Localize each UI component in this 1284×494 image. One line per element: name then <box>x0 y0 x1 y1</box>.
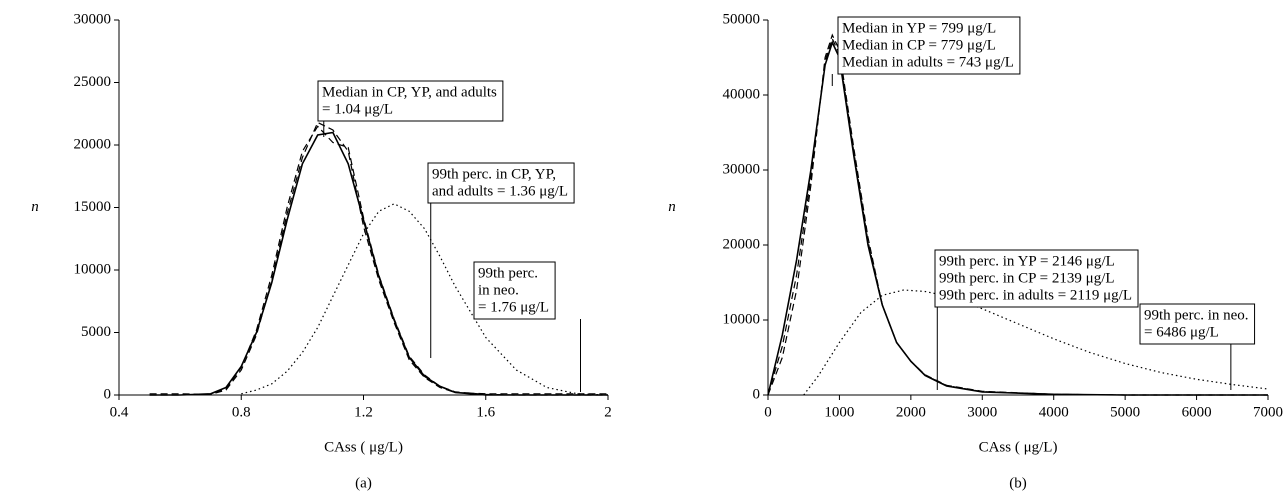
y-tick-label: 25000 <box>74 74 112 90</box>
x-tick-label: 0.4 <box>110 404 129 420</box>
x-axis-label: CAss ( μg/L) <box>324 439 403 455</box>
y-tick-label: 30000 <box>74 11 112 27</box>
caption: (b) <box>1009 475 1027 491</box>
series-line <box>149 125 608 396</box>
y-tick-label: 0 <box>753 386 761 402</box>
x-tick-label: 0.8 <box>232 404 251 420</box>
annotation-box <box>473 261 556 320</box>
annotation-text: Median in CP = 779 μg/L <box>842 37 996 53</box>
annotation-text: 99th perc. in CP = 2139 μg/L <box>939 270 1115 286</box>
y-axis-label: n <box>31 199 39 215</box>
x-tick-label: 5000 <box>1110 404 1140 420</box>
x-axis-label: CAss ( μg/L) <box>979 439 1058 455</box>
annotation-box <box>1139 303 1256 345</box>
annotation-text: = 1.04 μg/L <box>322 101 393 117</box>
annotation-text: 99th perc. in CP, YP, <box>432 166 556 182</box>
annotation-text: Median in YP = 799 μg/L <box>842 20 996 36</box>
y-tick-label: 50000 <box>723 11 761 27</box>
series-line <box>803 289 1269 396</box>
x-tick-label: 1000 <box>824 404 854 420</box>
annotation-text: = 6486 μg/L <box>1144 324 1219 340</box>
y-tick-label: 40000 <box>723 86 761 102</box>
annotation-text: and adults = 1.36 μg/L <box>432 183 568 199</box>
annotation-box <box>837 16 1021 75</box>
x-tick-label: 2000 <box>896 404 926 420</box>
annotation-text: 99th perc. in YP = 2146 μg/L <box>939 253 1115 269</box>
x-tick-label: 2 <box>604 404 612 420</box>
x-tick-label: 6000 <box>1182 404 1212 420</box>
caption: (a) <box>355 475 372 491</box>
y-axis-label: n <box>668 199 676 215</box>
y-tick-label: 20000 <box>74 136 112 152</box>
y-tick-label: 10000 <box>74 261 112 277</box>
annotation-box <box>934 249 1139 308</box>
y-tick-label: 30000 <box>723 161 761 177</box>
annotation-text: Median in CP, YP, and adults <box>322 84 497 100</box>
x-tick-label: 7000 <box>1253 404 1283 420</box>
y-tick-label: 15000 <box>74 199 112 215</box>
x-tick-label: 3000 <box>967 404 997 420</box>
series-line <box>149 121 608 396</box>
y-tick-label: 10000 <box>723 311 761 327</box>
annotation-box <box>317 80 504 122</box>
annotation-box <box>427 162 575 204</box>
annotation-text: = 1.76 μg/L <box>478 299 549 315</box>
x-tick-label: 0 <box>764 404 772 420</box>
annotation-text: in neo. <box>478 282 519 298</box>
y-tick-label: 0 <box>104 386 112 402</box>
annotation-text: 99th perc. <box>478 265 538 281</box>
x-tick-label: 1.2 <box>354 404 373 420</box>
y-tick-label: 20000 <box>723 236 761 252</box>
y-tick-label: 5000 <box>81 324 111 340</box>
annotation-text: 99th perc. in neo. <box>1144 307 1249 323</box>
x-tick-label: 1.6 <box>476 404 495 420</box>
annotation-text: Median in adults = 743 μg/L <box>842 54 1014 70</box>
x-tick-label: 4000 <box>1039 404 1069 420</box>
annotation-text: 99th perc. in adults = 2119 μg/L <box>939 287 1132 303</box>
